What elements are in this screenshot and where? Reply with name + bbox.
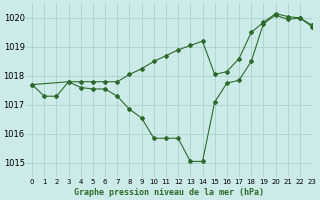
X-axis label: Graphe pression niveau de la mer (hPa): Graphe pression niveau de la mer (hPa) xyxy=(74,188,264,197)
